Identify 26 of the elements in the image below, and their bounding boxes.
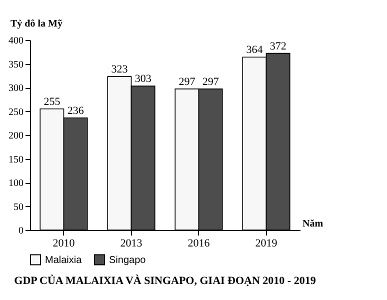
data-label: 372: [270, 40, 286, 52]
x-tick-label: 2010: [52, 238, 76, 250]
y-tick-label: 400: [8, 36, 24, 46]
y-tick-label: 50: [14, 202, 24, 213]
x-tick-label: 2013: [120, 238, 143, 250]
data-label: 323: [111, 64, 128, 76]
y-tick-label: 100: [8, 178, 24, 189]
x-axis-title: Năm: [302, 218, 324, 230]
legend-label: Singapo: [109, 254, 146, 266]
y-tick-label: 200: [8, 130, 24, 142]
y-tick-label: 350: [8, 59, 24, 70]
y-axis-title: Tỷ đô la Mỹ: [10, 18, 62, 30]
legend-label: Malaixia: [45, 254, 82, 266]
data-label: 297: [178, 76, 196, 88]
data-label: 303: [134, 73, 152, 86]
x-tick-label: 2019: [255, 238, 278, 250]
y-tick-label: 300: [8, 83, 24, 94]
data-label: 255: [44, 96, 61, 108]
text: GDP CỦA MALAIXIA VÀ SINGAPO, GIAI ĐOẠN 2010 - 2019: [14, 274, 316, 287]
y-tick-label: 0: [18, 226, 24, 236]
data-label: 364: [246, 44, 264, 56]
data-label: 297: [202, 76, 220, 88]
y-tick-label: 250: [8, 106, 24, 118]
x-tick-label: 2016: [188, 238, 210, 250]
y-tick-label: 150: [8, 154, 24, 166]
data-label: 236: [67, 104, 84, 117]
